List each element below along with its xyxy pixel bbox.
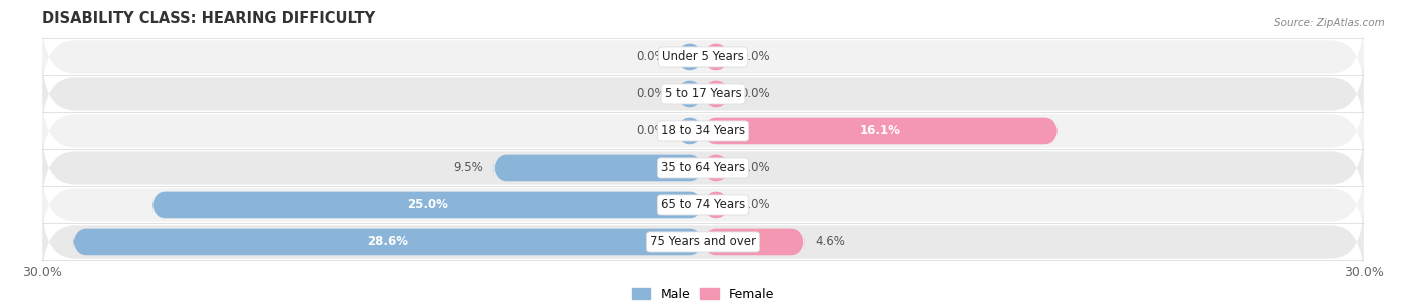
Text: 65 to 74 Years: 65 to 74 Years [661,199,745,211]
FancyBboxPatch shape [494,155,703,181]
Text: 0.0%: 0.0% [741,88,770,100]
Text: 9.5%: 9.5% [453,161,482,174]
FancyBboxPatch shape [703,118,1057,144]
FancyBboxPatch shape [676,44,703,70]
Legend: Male, Female: Male, Female [627,283,779,305]
FancyBboxPatch shape [703,229,804,255]
Text: 0.0%: 0.0% [741,161,770,174]
FancyBboxPatch shape [703,44,730,70]
Text: 0.0%: 0.0% [636,88,665,100]
Text: 0.0%: 0.0% [741,199,770,211]
FancyBboxPatch shape [152,192,703,218]
Text: 0.0%: 0.0% [636,124,665,138]
Text: Under 5 Years: Under 5 Years [662,50,744,63]
FancyBboxPatch shape [703,81,730,107]
FancyBboxPatch shape [42,166,1364,244]
FancyBboxPatch shape [703,192,730,218]
Text: 4.6%: 4.6% [815,235,845,249]
Text: DISABILITY CLASS: HEARING DIFFICULTY: DISABILITY CLASS: HEARING DIFFICULTY [42,11,375,26]
Text: 5 to 17 Years: 5 to 17 Years [665,88,741,100]
FancyBboxPatch shape [42,55,1364,133]
Text: 0.0%: 0.0% [741,50,770,63]
FancyBboxPatch shape [703,155,730,181]
FancyBboxPatch shape [73,229,703,255]
FancyBboxPatch shape [42,18,1364,96]
Text: 25.0%: 25.0% [408,199,449,211]
Text: 35 to 64 Years: 35 to 64 Years [661,161,745,174]
Text: 28.6%: 28.6% [367,235,409,249]
Text: Source: ZipAtlas.com: Source: ZipAtlas.com [1274,18,1385,28]
Text: 18 to 34 Years: 18 to 34 Years [661,124,745,138]
Text: 16.1%: 16.1% [860,124,901,138]
Text: 75 Years and over: 75 Years and over [650,235,756,249]
FancyBboxPatch shape [42,203,1364,281]
FancyBboxPatch shape [42,92,1364,170]
FancyBboxPatch shape [42,129,1364,207]
FancyBboxPatch shape [676,118,703,144]
FancyBboxPatch shape [676,81,703,107]
Text: 0.0%: 0.0% [636,50,665,63]
